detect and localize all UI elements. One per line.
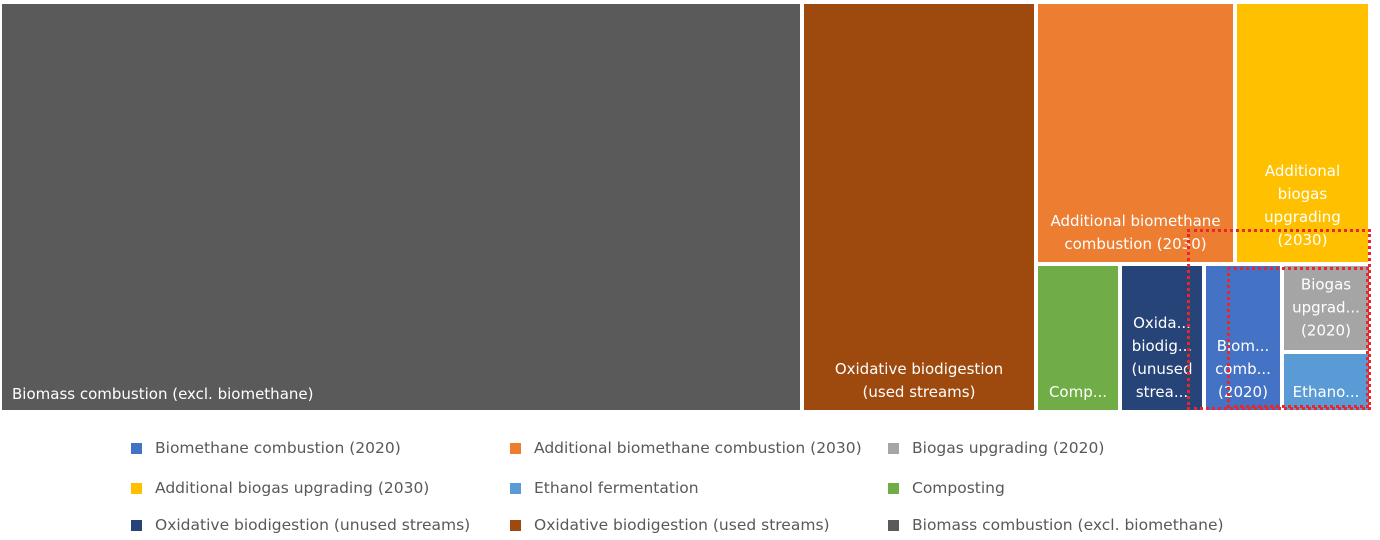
tile-additional-biogas-upgrading: Additional biogas upgrading (2030) [1235, 2, 1370, 264]
legend-item: Additional biogas upgrading (2030) [131, 476, 429, 500]
legend-label: Ethanol fermentation [534, 479, 699, 497]
legend-item: Biomass combustion (excl. biomethane) [888, 513, 1224, 537]
legend-item: Oxidative biodigestion (used streams) [510, 513, 830, 537]
legend-item: Additional biomethane combustion (2030) [510, 436, 862, 460]
tile-biomass-combustion: Biomass combustion (excl. biomethane) [0, 2, 802, 412]
tile-additional-biomethane-combustion: Additional biomethane combustion (2030) [1036, 2, 1235, 264]
legend-swatch [888, 442, 899, 454]
tile-label-oxidative-biodigestion-used: Oxidative biodigestion (used streams) [834, 360, 1004, 401]
legend-swatch [510, 482, 521, 494]
tile-ethanol-fermentation: Ethano... [1282, 352, 1370, 412]
legend-label: Additional biogas upgrading (2030) [155, 479, 430, 497]
legend-item: Biomethane combustion (2020) [131, 436, 401, 460]
legend-item: Oxidative biodigestion (unused streams) [131, 513, 470, 537]
tile-label-composting: Comp... [1048, 383, 1108, 401]
legend-label: Biogas upgrading (2020) [912, 439, 1105, 457]
tile-biogas-upgrading-2020: Biogas upgrad... (2020) [1282, 264, 1370, 352]
legend-swatch [888, 519, 899, 531]
tile-label-biomass-combustion: Biomass combustion (excl. biomethane) [12, 385, 314, 403]
legend-item: Composting [888, 476, 1005, 500]
legend-label: Biomass combustion (excl. biomethane) [912, 516, 1224, 534]
legend-label: Biomethane combustion (2020) [155, 439, 401, 457]
tile-biomethane-combustion-2020: Biom... comb... (2020) [1204, 264, 1282, 412]
legend-swatch [510, 442, 521, 454]
legend-label: Composting [912, 479, 1005, 497]
legend-label: Oxidative biodigestion (used streams) [534, 516, 830, 534]
tile-oxidative-biodigestion-used: Oxidative biodigestion (used streams) [802, 2, 1036, 412]
tile-label-additional-biomethane-combustion: Additional biomethane combustion (2030) [1050, 212, 1221, 253]
legend-label: Additional biomethane combustion (2030) [534, 439, 862, 457]
legend-swatch [131, 482, 142, 494]
legend-item: Biogas upgrading (2020) [888, 436, 1104, 460]
treemap-plot-area: Biomass combustion (excl. biomethane) Ox… [0, 2, 1371, 412]
tile-oxidative-biodigestion-unused: Oxida... biodig... (unused strea... [1120, 264, 1204, 412]
legend-swatch [888, 482, 899, 494]
legend-swatch [131, 519, 142, 531]
tile-label-ethanol-fermentation: Ethano... [1292, 383, 1360, 401]
legend-label: Oxidative biodigestion (unused streams) [155, 516, 471, 534]
tile-label-oxidative-biodigestion-unused: Oxida... biodig... (unused strea... [1131, 314, 1193, 401]
legend-swatch [510, 519, 521, 531]
tile-label-biogas-upgrading-2020: Biogas upgrad... (2020) [1292, 275, 1360, 340]
legend-swatch [131, 442, 142, 454]
legend: Biomethane combustion (2020) Additional b… [0, 428, 1380, 540]
tile-composting: Comp... [1036, 264, 1120, 412]
tile-label-biomethane-combustion-2020: Biom... comb... (2020) [1215, 337, 1271, 401]
tile-label-additional-biogas-upgrading: Additional biogas upgrading (2030) [1264, 162, 1341, 249]
legend-item: Ethanol fermentation [510, 476, 699, 500]
